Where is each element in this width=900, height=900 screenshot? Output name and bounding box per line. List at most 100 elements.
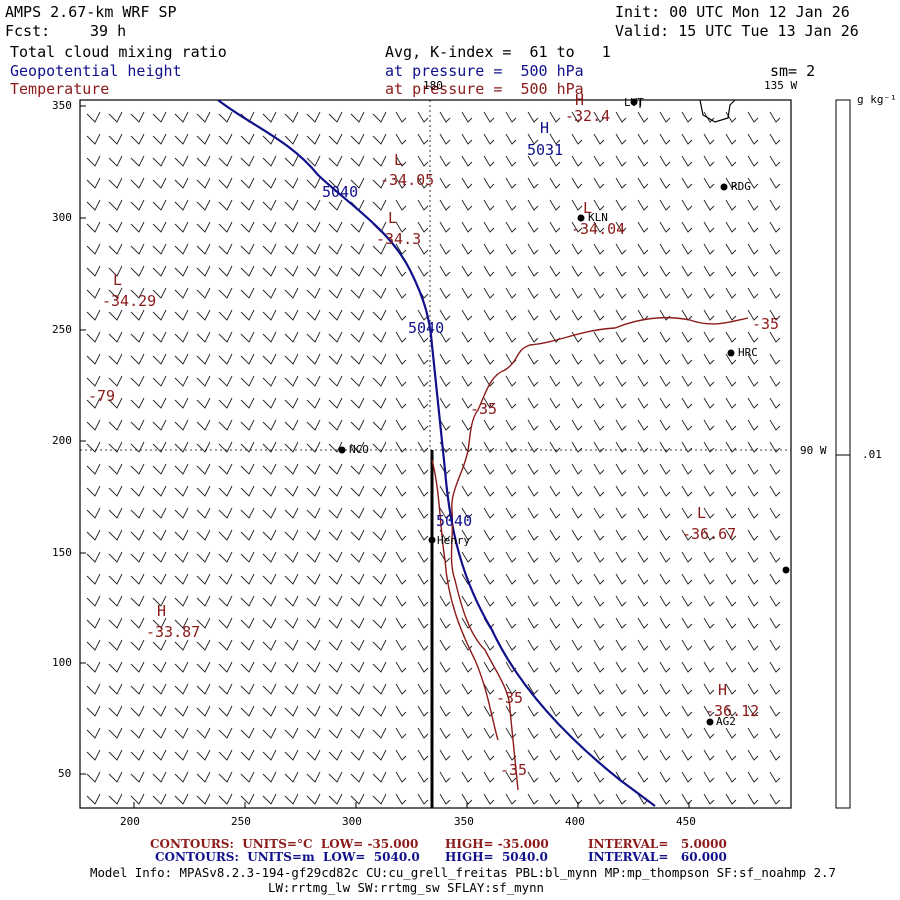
wind-barb: [306, 529, 321, 541]
wind-barb: [703, 353, 715, 365]
wind-barb: [593, 177, 605, 189]
wind-barb: [681, 529, 693, 541]
wind-barb: [703, 771, 715, 783]
wind-barb: [417, 331, 429, 343]
wind-barb: [417, 661, 429, 673]
wind-barb: [527, 265, 539, 277]
wind-barb: [703, 551, 715, 563]
wind-barb: [681, 573, 693, 585]
wind-barb: [417, 111, 429, 123]
wind-barb: [725, 133, 737, 145]
wind-barb: [196, 375, 211, 387]
wind-barb: [527, 705, 539, 717]
wind-barb: [240, 595, 255, 607]
field-cloud-mixing: Total cloud mixing ratio: [10, 43, 227, 61]
wind-barb: [306, 375, 321, 387]
wind-barb: [637, 221, 649, 233]
wind-barb: [747, 485, 759, 497]
center-value-4: -34.3: [376, 230, 422, 248]
wind-barb: [615, 595, 627, 607]
wind-barb: [218, 529, 233, 541]
wind-barb: [725, 639, 737, 651]
wind-barb: [328, 309, 343, 321]
wind-barb: [218, 287, 233, 299]
wind-barb: [86, 485, 101, 497]
wind-barb: [328, 111, 343, 123]
wind-barb: [593, 793, 605, 805]
wind-barb: [86, 683, 101, 695]
wind-barb: [637, 243, 649, 255]
wind-barb: [505, 485, 517, 497]
wind-barb: [130, 397, 145, 409]
wind-barb: [174, 331, 189, 343]
wind-barb: [152, 111, 167, 123]
wind-barb: [681, 485, 693, 497]
wind-barb: [593, 551, 605, 563]
wind-barb: [284, 551, 299, 563]
wind-barb: [328, 155, 343, 167]
wind-barb: [615, 661, 627, 673]
wind-barb: [417, 573, 429, 585]
wind-barb: [417, 463, 429, 475]
wind-barb: [439, 595, 451, 607]
wind-barb: [703, 287, 715, 299]
wind-barb: [240, 727, 255, 739]
wind-barb: [593, 155, 605, 167]
wind-barb: [439, 353, 451, 365]
wind-barb: [395, 727, 407, 739]
colorbar-value: .01: [862, 448, 882, 461]
wind-barb: [372, 639, 387, 651]
wind-barb: [262, 419, 277, 431]
wind-barb: [527, 529, 539, 541]
wind-barb: [284, 573, 299, 585]
wind-barb: [725, 617, 737, 629]
wind-barb: [218, 727, 233, 739]
wind-barb: [240, 397, 255, 409]
wind-barb: [725, 463, 737, 475]
wind-barb: [218, 353, 233, 365]
wind-barb: [262, 265, 277, 277]
wind-barb: [769, 771, 781, 783]
wind-barb: [130, 309, 145, 321]
wind-barb: [306, 111, 321, 123]
wind-barb: [130, 661, 145, 673]
wind-barb: [174, 287, 189, 299]
wind-barb: [505, 507, 517, 519]
field-geopotential: Geopotential height: [10, 62, 182, 80]
wind-barb: [372, 309, 387, 321]
wind-barb: [86, 353, 101, 365]
wind-barb: [571, 661, 583, 673]
height-label-2: 5040: [408, 319, 445, 337]
wind-barb: [571, 155, 583, 167]
wind-barb: [152, 397, 167, 409]
wind-barb: [615, 177, 627, 189]
wind-barb: [439, 771, 451, 783]
wind-barb: [86, 331, 101, 343]
wind-barb: [703, 133, 715, 145]
wind-barb: [659, 551, 671, 563]
wind-barb: [527, 331, 539, 343]
wind-barb: [174, 705, 189, 717]
wind-barb: [152, 529, 167, 541]
temp-contour-minus35-inner: [431, 459, 499, 741]
wind-barb: [769, 683, 781, 695]
wind-barb: [571, 617, 583, 629]
wind-barb: [461, 639, 473, 651]
wind-barb: [681, 133, 693, 145]
wind-barb: [284, 353, 299, 365]
wind-barb: [571, 375, 583, 387]
wind-barb: [130, 419, 145, 431]
wind-barb: [549, 397, 561, 409]
wind-barb: [549, 551, 561, 563]
wind-barb: [681, 727, 693, 739]
wind-barb: [108, 419, 123, 431]
wind-barb: [240, 771, 255, 783]
station-dot-kln: [577, 214, 585, 222]
wind-barb: [86, 463, 101, 475]
wind-barb: [725, 793, 737, 805]
wind-barb: [395, 463, 407, 475]
wind-barb: [130, 177, 145, 189]
wind-barb: [108, 353, 123, 365]
wind-barb: [439, 419, 451, 431]
wind-barb: [703, 111, 715, 123]
